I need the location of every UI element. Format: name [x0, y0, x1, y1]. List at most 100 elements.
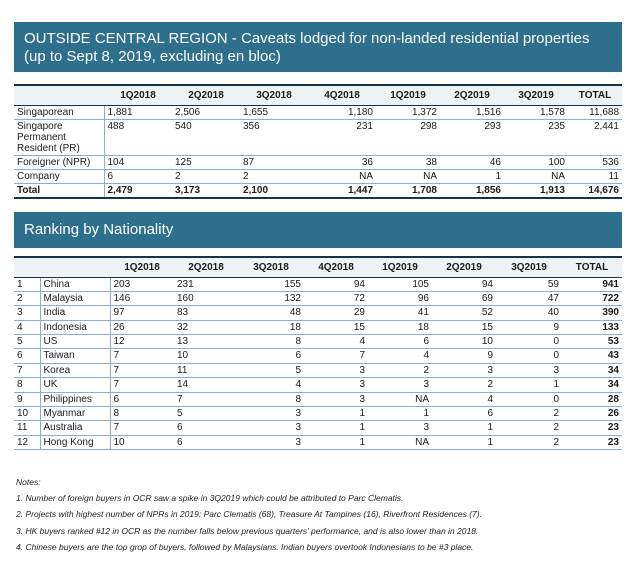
header-cell: 4Q2018: [308, 84, 376, 106]
rank-cell: 9: [14, 392, 41, 408]
cell: 7: [110, 420, 174, 436]
cell: 26: [110, 320, 174, 336]
nationality-cell: India: [40, 305, 111, 321]
cell: 488: [104, 119, 172, 156]
table-total-row: Total 2,479 3,173 2,100 1,447 1,708 1,85…: [14, 183, 622, 199]
cell: 23: [562, 420, 622, 436]
nationality-cell: UK: [40, 377, 111, 393]
cell: 1: [496, 377, 562, 393]
nationality-cell: Myanmar: [40, 406, 111, 422]
cell: 2: [432, 377, 496, 393]
cell: 96: [368, 291, 432, 307]
cell: 3: [304, 392, 368, 408]
cell: 97: [110, 305, 174, 321]
cell: 536: [568, 155, 622, 170]
table-row: 8 UK 7 14 4 3 3 2 1 34: [14, 377, 622, 393]
section-title: Ranking by Nationality: [24, 221, 174, 238]
cell: 3: [368, 377, 432, 393]
cell: 1,516: [440, 105, 504, 120]
row-label: Total: [14, 183, 105, 199]
cell: 83: [174, 305, 238, 321]
header-cell: 1Q2019: [368, 256, 432, 278]
cell: 356: [240, 119, 308, 156]
cell: 3,173: [172, 183, 240, 199]
table-header-row: 1Q2018 2Q2018 3Q2018 4Q2018 1Q2019 2Q201…: [14, 256, 622, 278]
cell: NA: [368, 435, 432, 451]
cell: 2: [240, 169, 308, 184]
header-cell: [14, 256, 40, 278]
cell: 87: [240, 155, 308, 170]
cell: 6: [110, 392, 174, 408]
cell: 100: [504, 155, 568, 170]
cell: 2: [496, 406, 562, 422]
header-cell: 3Q2018: [238, 256, 304, 278]
rank-cell: 10: [14, 406, 41, 422]
cell: 390: [562, 305, 622, 321]
header-cell: 3Q2019: [496, 256, 562, 278]
cell: 540: [172, 119, 240, 156]
ranking-table: 1Q2018 2Q2018 3Q2018 4Q2018 1Q2019 2Q201…: [14, 256, 622, 451]
cell: 23: [562, 435, 622, 451]
cell: 8: [238, 392, 304, 408]
cell: 3: [432, 363, 496, 379]
cell: 3: [368, 420, 432, 436]
cell: 1: [440, 169, 504, 184]
cell: 2: [496, 420, 562, 436]
cell: 1: [304, 406, 368, 422]
row-label: Company: [14, 169, 105, 184]
cell: 104: [104, 155, 172, 170]
nationality-cell: Australia: [40, 420, 111, 436]
notes: Notes: 1. Number of foreign buyers in OC…: [16, 474, 616, 555]
header-cell: 4Q2018: [304, 256, 368, 278]
cell: 2,479: [104, 183, 172, 199]
cell: 6: [174, 420, 238, 436]
cell: 41: [368, 305, 432, 321]
cell: 12: [110, 334, 174, 350]
note-item: 4. Chinese buyers are the top grop of bu…: [16, 541, 474, 552]
rank-cell: 12: [14, 435, 41, 451]
cell: 53: [562, 334, 622, 350]
watermark: 狮城新闻: [576, 8, 632, 24]
header-cell: 2Q2018: [174, 256, 238, 278]
cell: 6: [432, 406, 496, 422]
cell: 52: [432, 305, 496, 321]
cell: 14: [174, 377, 238, 393]
cell: 6: [174, 435, 238, 451]
cell: 38: [376, 155, 440, 170]
rank-cell: 8: [14, 377, 41, 393]
cell: 5: [174, 406, 238, 422]
cell: 10: [432, 334, 496, 350]
table-row: Singaporean 1,881 2,506 1,655 1,180 1,37…: [14, 105, 622, 120]
cell: 43: [562, 348, 622, 364]
cell: 1,881: [104, 105, 172, 120]
cell: 1,856: [440, 183, 504, 199]
cell: 1: [368, 406, 432, 422]
table-row: 7 Korea 7 11 5 3 2 3 3 34: [14, 363, 622, 379]
table-row: 6 Taiwan 7 10 6 7 4 9 0 43: [14, 348, 622, 364]
cell: 32: [174, 320, 238, 336]
cell: 722: [562, 291, 622, 307]
cell: 46: [440, 155, 504, 170]
cell: 11,688: [568, 105, 622, 120]
cell: 34: [562, 377, 622, 393]
cell: 298: [376, 119, 440, 156]
header-cell: 1Q2018: [110, 256, 174, 278]
cell: 26: [562, 406, 622, 422]
cell: 36: [308, 155, 376, 170]
section-subtitle: (up to Sept 8, 2019, excluding en bloc): [24, 48, 281, 65]
cell: 5: [238, 363, 304, 379]
cell: 1: [304, 420, 368, 436]
cell: 6: [368, 334, 432, 350]
table-row: 1 China 203 231 155 94 105 94 59 941: [14, 277, 622, 292]
cell: 231: [308, 119, 376, 156]
cell: 0: [496, 392, 562, 408]
rank-cell: 4: [14, 320, 41, 336]
cell: 2,506: [172, 105, 240, 120]
cell: 4: [368, 348, 432, 364]
cell: 3: [238, 406, 304, 422]
cell: 10: [174, 348, 238, 364]
nationality-cell: Taiwan: [40, 348, 111, 364]
table-row: Foreigner (NPR) 104 125 87 36 38 46 100 …: [14, 155, 622, 170]
nationality-cell: Korea: [40, 363, 111, 379]
cell: 14,676: [568, 183, 622, 199]
